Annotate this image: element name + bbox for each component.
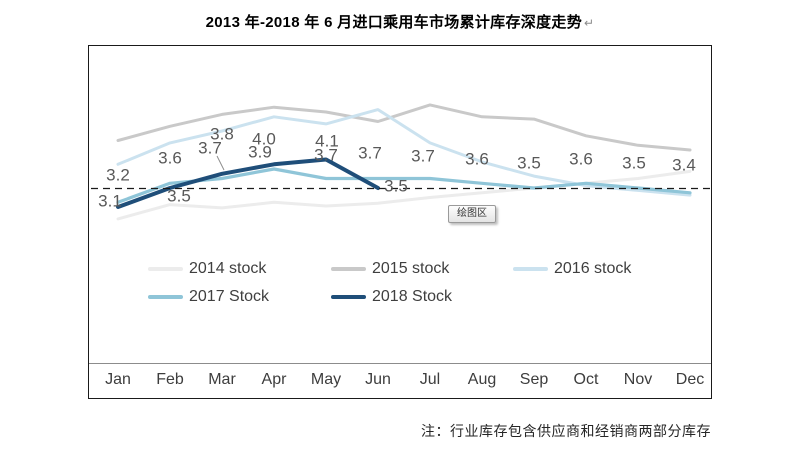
data-label-2017-jan: 3.2	[106, 165, 130, 185]
axis-label-sep: Sep	[519, 371, 549, 388]
data-label-2017-jul: 3.7	[411, 146, 435, 165]
series-line-2016-stock	[116, 108, 692, 197]
data-label-2017-feb: 3.6	[158, 148, 182, 168]
legend-swatch-2016	[513, 267, 548, 271]
paragraph-mark: ↵	[584, 16, 595, 30]
data-label-2017-jun: 3.7	[358, 143, 382, 162]
data-label-2018-feb: 3.5	[167, 186, 191, 206]
legend-swatch-2018	[331, 295, 366, 299]
series-line-2018-stock	[116, 157, 380, 209]
axis-label-nov: Nov	[623, 371, 653, 388]
axis-label-jul: Jul	[419, 371, 441, 388]
axis-label-jun: Jun	[365, 371, 391, 388]
legend-item-2014[interactable]: 2014 stock	[148, 260, 266, 278]
legend-item-2016[interactable]: 2016 stock	[513, 260, 631, 278]
legend-label: 2017 Stock	[189, 288, 270, 305]
legend-swatch-2017	[148, 295, 183, 299]
series-line-2015-stock	[116, 103, 692, 152]
series-line-2017-stock	[116, 167, 692, 204]
data-label-2017-oct: 3.6	[569, 149, 593, 169]
data-label-2018-jan: 3.1	[98, 191, 122, 211]
data-label-2017-dec: 3.4	[672, 155, 696, 175]
axis-label-dec: Dec	[675, 371, 705, 388]
plot-area-tooltip: 绘图区	[448, 205, 496, 223]
legend-item-2018[interactable]: 2018 Stock	[331, 288, 452, 306]
axis-label-oct: Oct	[573, 371, 599, 388]
legend-swatch-2014	[148, 267, 183, 271]
data-label-2017-sep: 3.5	[517, 153, 541, 173]
data-label-2017-nov: 3.5	[622, 153, 646, 173]
data-label-2018-mar: 3.8	[210, 124, 234, 144]
legend-label: 2015 stock	[372, 260, 450, 277]
chart-border	[88, 45, 712, 399]
data-label-2017-mar: 3.7	[198, 138, 222, 157]
legend-swatch-2015	[331, 267, 366, 271]
footnote: 注：行业库存包含供应商和经销商两部分库存	[421, 423, 711, 439]
axis-label-feb: Feb	[156, 371, 184, 388]
data-label-2018-may: 4.1	[315, 131, 339, 150]
legend-label: 2014 stock	[189, 260, 267, 277]
axis-label-may: May	[310, 371, 342, 388]
label-leader-line	[216, 155, 225, 171]
axis-label-apr: Apr	[261, 371, 287, 388]
chart-title: 2013 年-2018 年 6 月进口乘用车市场累计库存深度走势 ↵	[0, 11, 800, 32]
legend-item-2017[interactable]: 2017 Stock	[148, 288, 269, 306]
data-label-2017-may: 3.7	[314, 145, 338, 164]
data-label-2017-aug: 3.6	[465, 149, 489, 169]
axis-label-mar: Mar	[208, 371, 236, 388]
plot-area-tooltip-text: 绘图区	[457, 208, 487, 219]
axis-label-aug: Aug	[467, 371, 497, 388]
data-label-2018-jun: 3.5	[384, 176, 408, 196]
chart-title-text: 2013 年-2018 年 6 月进口乘用车市场累计库存深度走势	[205, 14, 582, 31]
data-label-2018-apr: 4.0	[252, 129, 276, 149]
legend-item-2015[interactable]: 2015 stock	[331, 260, 449, 278]
legend-label: 2018 Stock	[372, 288, 453, 305]
legend-label: 2016 stock	[554, 260, 632, 277]
data-label-2017-apr: 3.9	[248, 142, 272, 162]
axis-label-jan: Jan	[105, 371, 131, 388]
